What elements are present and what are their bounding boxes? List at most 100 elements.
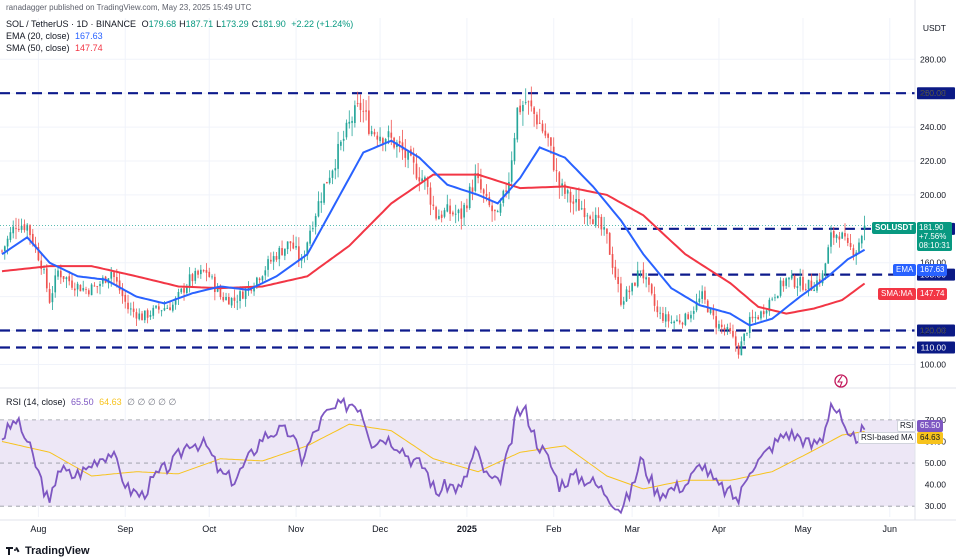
candle-body (174, 298, 177, 305)
rsi-legend-value: 65.50 (71, 397, 94, 407)
candle-body (860, 235, 863, 244)
candle-body (323, 183, 325, 203)
alert-icon[interactable] (834, 374, 848, 388)
candle-body (242, 291, 244, 299)
candle-body (466, 205, 468, 209)
candle-body (782, 280, 785, 287)
tradingview-logo[interactable]: TradingView (6, 545, 90, 557)
price-tick-label: 100.00 (920, 359, 946, 369)
candles (1, 86, 866, 359)
candle-body (216, 287, 219, 292)
candle-body (326, 182, 328, 184)
candle-body (43, 269, 45, 271)
tradingview-brand: TradingView (25, 545, 90, 557)
candle-body (169, 307, 171, 311)
candle-body (244, 288, 247, 299)
candle-body (438, 216, 440, 220)
candle-body (558, 172, 561, 188)
candle-body (1, 250, 3, 252)
candle-body (334, 168, 337, 171)
candle-body (715, 316, 717, 328)
candle-body (813, 289, 816, 292)
month-label: Dec (372, 524, 389, 534)
candle-body (541, 123, 544, 132)
sma-legend[interactable]: SMA (50, close) 147.74 (6, 43, 103, 54)
candle-body (166, 307, 169, 309)
candle-body (592, 219, 594, 225)
candle-body (443, 210, 446, 217)
candle-body (15, 227, 17, 229)
candle-body (538, 122, 541, 124)
candle-body (796, 286, 799, 288)
candle-body (365, 110, 367, 112)
candle-body (776, 295, 779, 299)
candle-body (634, 282, 636, 286)
candle-body (564, 184, 566, 194)
candle-body (267, 259, 269, 270)
candle-body (76, 283, 79, 290)
candle-body (636, 270, 639, 287)
candle-body (440, 214, 443, 218)
candle-body (124, 294, 127, 302)
candle-body (435, 207, 437, 219)
candle-body (57, 270, 59, 277)
candle-body (662, 313, 664, 321)
candle-body (463, 204, 465, 218)
candle-body (432, 204, 435, 206)
countdown-value: 08:10:31 (919, 241, 951, 250)
rsi-tick-label: 50.00 (925, 458, 947, 468)
candle-body (600, 216, 603, 230)
candle-body (690, 314, 692, 319)
candle-body (830, 232, 832, 247)
candle-body (51, 293, 54, 303)
candle-body (589, 216, 591, 219)
candle-body (594, 214, 597, 226)
candle-body (314, 216, 317, 227)
candle-body (681, 322, 684, 325)
candle-body (281, 248, 283, 256)
symbol-label: SOL / TetherUS · 1D · BINANCE (6, 19, 137, 29)
candle-body (785, 278, 788, 286)
candle-body (720, 324, 723, 328)
candle-body (712, 308, 715, 316)
symbol-legend[interactable]: SOL / TetherUS · 1D · BINANCE O179.68 H18… (6, 19, 353, 30)
candle-body (804, 289, 807, 291)
candle-body (379, 136, 381, 142)
candle-body (488, 197, 491, 206)
candle-body (471, 187, 474, 192)
candle-body (429, 187, 432, 205)
candle-body (575, 199, 577, 203)
candle-body (838, 236, 841, 240)
candle-body (673, 321, 675, 324)
level-tag-bg (917, 324, 955, 337)
candle-body (368, 110, 370, 134)
candle-body (320, 201, 323, 203)
candle-body (247, 286, 250, 290)
candle-body (578, 199, 580, 211)
ohlc-h-value: 187.71 (185, 19, 214, 29)
candle-body (3, 246, 6, 251)
candle-body (810, 280, 813, 291)
candle-body (418, 177, 421, 182)
rsi-ma-line (1, 423, 865, 490)
candle-body (718, 324, 720, 329)
ohlc-c: C181.90 (251, 19, 286, 29)
candle-body (793, 275, 796, 288)
candle-body (45, 268, 48, 289)
candle-body (264, 270, 267, 276)
ema-legend[interactable]: EMA (20, close) 167.63 (6, 31, 103, 42)
month-label: Apr (712, 524, 726, 534)
candle-body (597, 215, 600, 219)
candle-body (37, 247, 40, 261)
rsi-legend[interactable]: RSI (14, close) 65.50 64.63 ∅ ∅ ∅ ∅ ∅ (6, 397, 176, 408)
candle-body (230, 297, 233, 306)
ema-legend-label: EMA (20, close) (6, 31, 70, 41)
month-label: Feb (546, 524, 562, 534)
candle-body (222, 297, 225, 301)
candle-body (611, 254, 614, 268)
candle-body (141, 313, 143, 321)
moving-averages (1, 139, 866, 327)
candle-body (256, 277, 258, 286)
candle-body (200, 269, 202, 275)
candle-body (211, 276, 213, 278)
